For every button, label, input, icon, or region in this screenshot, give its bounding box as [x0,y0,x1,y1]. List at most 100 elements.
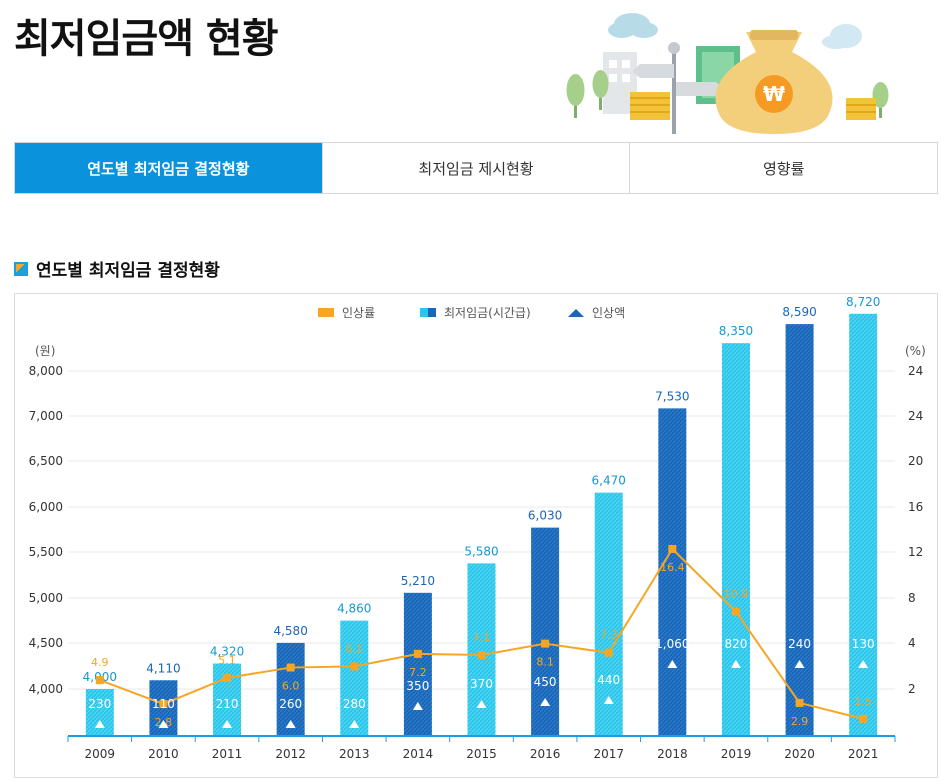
tree-icon [566,70,889,118]
signpost-icon [632,42,724,134]
bar-value-label: 8,590 [782,305,816,319]
increase-triangle-2010 [158,720,169,728]
increase-label: 130 [852,637,875,651]
increase-triangle-2020 [794,660,805,668]
bar-value-label: 8,350 [719,324,753,338]
y-tick-right: 8 [908,591,916,605]
bar-value-label: 4,580 [273,624,307,638]
rate-point-2020 [795,698,804,707]
rate-point-2015 [477,651,486,660]
x-tick-label: 2010 [148,747,179,761]
y-tick-left: 8,000 [29,364,63,378]
increase-label: 210 [216,697,239,711]
rate-label: 7.2 [409,666,427,679]
rate-label: 1.5 [854,695,872,708]
increase-triangle-2021 [858,660,869,668]
chart-legend: 인상률 최저임금(시간급) 인상액 [318,306,625,320]
bar-2015 [467,563,496,736]
bar-value-label: 8,720 [846,295,880,309]
y-tick-right: 4 [908,636,916,650]
x-tick-label: 2019 [721,747,752,761]
rate-point-2017 [604,648,613,657]
increase-label: 370 [470,677,493,691]
y-tick-left: 4,000 [29,682,63,696]
increase-label: 110 [152,697,175,711]
x-tick-label: 2020 [784,747,815,761]
rate-point-2018 [668,544,677,553]
x-tick-label: 2009 [85,747,116,761]
bar-value-label: 5,580 [464,544,498,558]
increase-label: 260 [279,697,302,711]
x-tick-label: 2017 [593,747,624,761]
bar-series: 4,0004,1104,3204,5804,8605,2105,5806,030… [83,295,880,736]
x-tick-label: 2012 [275,747,306,761]
rate-line-series: 4.92.85.16.06.17.27.18.17.316.410.92.91.… [91,544,872,729]
increase-label: 1,060 [655,637,689,651]
increase-triangle-2013 [349,720,360,728]
bar-2009 [85,689,114,736]
y-axis-left: (원) 4,000 4,500 5,000 5,500 6,000 6,500 7,000 8,… [29,344,63,696]
svg-text:₩: ₩ [763,82,785,106]
x-tick-label: 2013 [339,747,370,761]
rate-label: 4.9 [91,656,109,669]
legend-swatch-bar-light [420,308,428,317]
increase-triangle-2012 [285,720,296,728]
bar-2020 [785,324,814,736]
y-tick-right: 24 [908,364,923,378]
y-tick-left: 5,000 [29,591,63,605]
increase-triangle-2018 [667,660,678,668]
y-tick-right: 24 [908,409,923,423]
bar-value-label: 7,530 [655,389,689,403]
legend-label-increase: 인상액 [592,306,625,320]
increase-label: 450 [534,675,557,689]
rate-point-2011 [223,673,232,682]
rate-label: 7.3 [600,629,618,642]
x-tick-label: 2011 [212,747,243,761]
legend-label-rate: 인상률 [342,306,375,320]
increase-label: 440 [597,673,620,687]
tab-proposal-status[interactable]: 최저임금 제시현황 [321,143,630,193]
y-tick-left: 6,000 [29,500,63,514]
rate-point-2016 [541,639,550,648]
bar-2018 [658,408,687,736]
rate-point-2013 [350,662,359,671]
x-tick-label: 2016 [530,747,561,761]
rate-point-2019 [731,607,740,616]
bar-value-label: 5,210 [401,574,435,588]
rate-label: 5.1 [218,654,236,667]
building-icon [603,52,637,114]
rate-label: 10.9 [724,588,749,601]
legend-swatch-increase [568,309,584,317]
y-tick-left: 5,500 [29,545,63,559]
section-square-icon [14,261,28,276]
bar-2017 [594,492,623,736]
x-tick-label: 2021 [848,747,879,761]
y-tick-right: 16 [908,500,923,514]
rate-point-2021 [859,714,868,723]
rate-label: 7.1 [473,631,491,644]
rate-label: 16.4 [660,561,685,574]
increase-triangle-2017 [603,696,614,704]
increase-label: 350 [406,679,429,693]
tab-bar: 연도별 최저임금 결정현황 최저임금 제시현황 영향률 [14,142,938,194]
y-tick-right: 20 [908,454,923,468]
bar-value-label: 4,110 [146,661,180,675]
legend-swatch-bar-dark [428,308,436,317]
y-tick-right: 12 [908,545,923,559]
y-tick-left: 7,000 [29,409,63,423]
tab-annual-decision[interactable]: 연도별 최저임금 결정현황 [15,143,322,193]
rate-label: 8.1 [536,656,554,669]
bar-2021 [849,313,878,736]
x-axis: 2009 2010 2011 2012 2013 2014 2015 2016 2017 2018… [67,735,896,761]
y-tick-right: 2 [908,682,916,696]
increase-triangle-2011 [222,720,233,728]
increase-triangle-2014 [412,702,423,710]
bar-value-label: 4,860 [337,602,371,616]
increase-label: 820 [725,637,748,651]
rate-label: 6.0 [282,680,300,693]
money-bag-icon: ₩ [715,30,833,134]
section-title: 연도별 최저임금 결정현황 [14,256,220,281]
tab-impact-rate[interactable]: 영향률 [629,143,938,193]
increase-triangle-2009 [94,720,105,728]
